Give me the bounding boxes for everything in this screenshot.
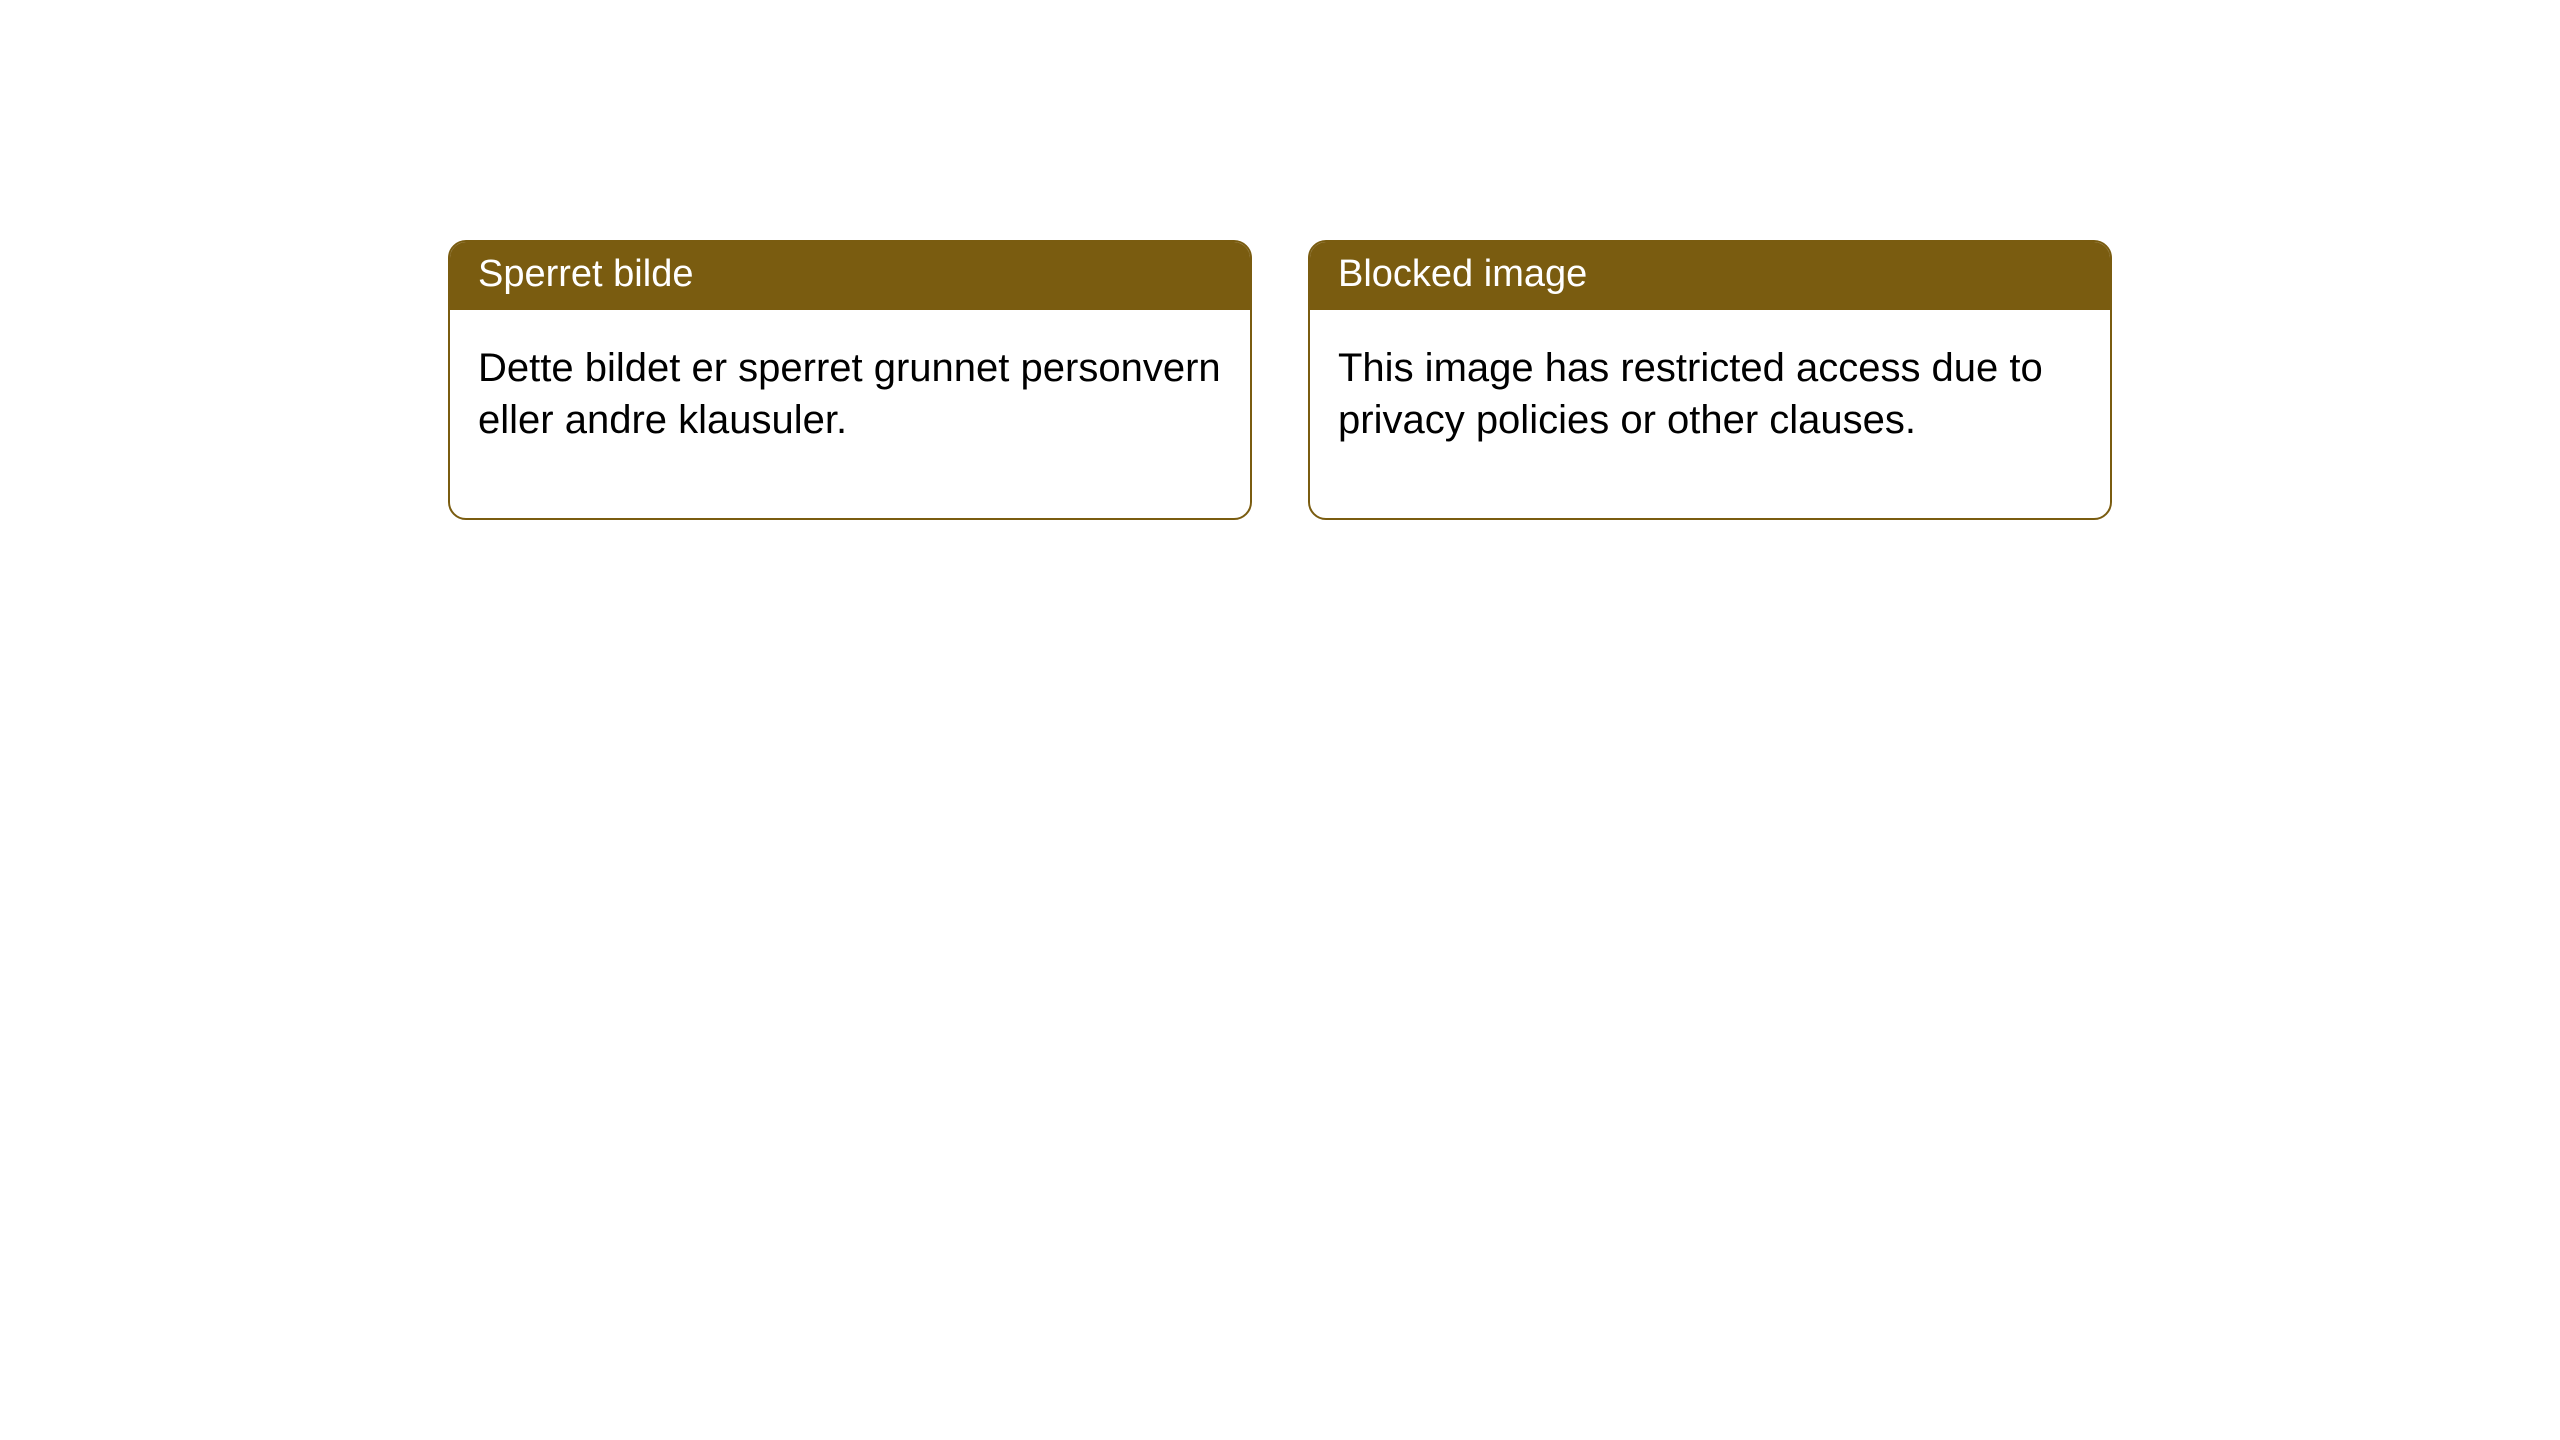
- notice-title-en: Blocked image: [1310, 242, 2110, 310]
- notice-message-en: This image has restricted access due to …: [1310, 310, 2110, 518]
- notice-message-no: Dette bildet er sperret grunnet personve…: [450, 310, 1250, 518]
- notice-title-no: Sperret bilde: [450, 242, 1250, 310]
- notice-card-no: Sperret bilde Dette bildet er sperret gr…: [448, 240, 1252, 520]
- notice-card-en: Blocked image This image has restricted …: [1308, 240, 2112, 520]
- notice-container: Sperret bilde Dette bildet er sperret gr…: [0, 0, 2560, 520]
